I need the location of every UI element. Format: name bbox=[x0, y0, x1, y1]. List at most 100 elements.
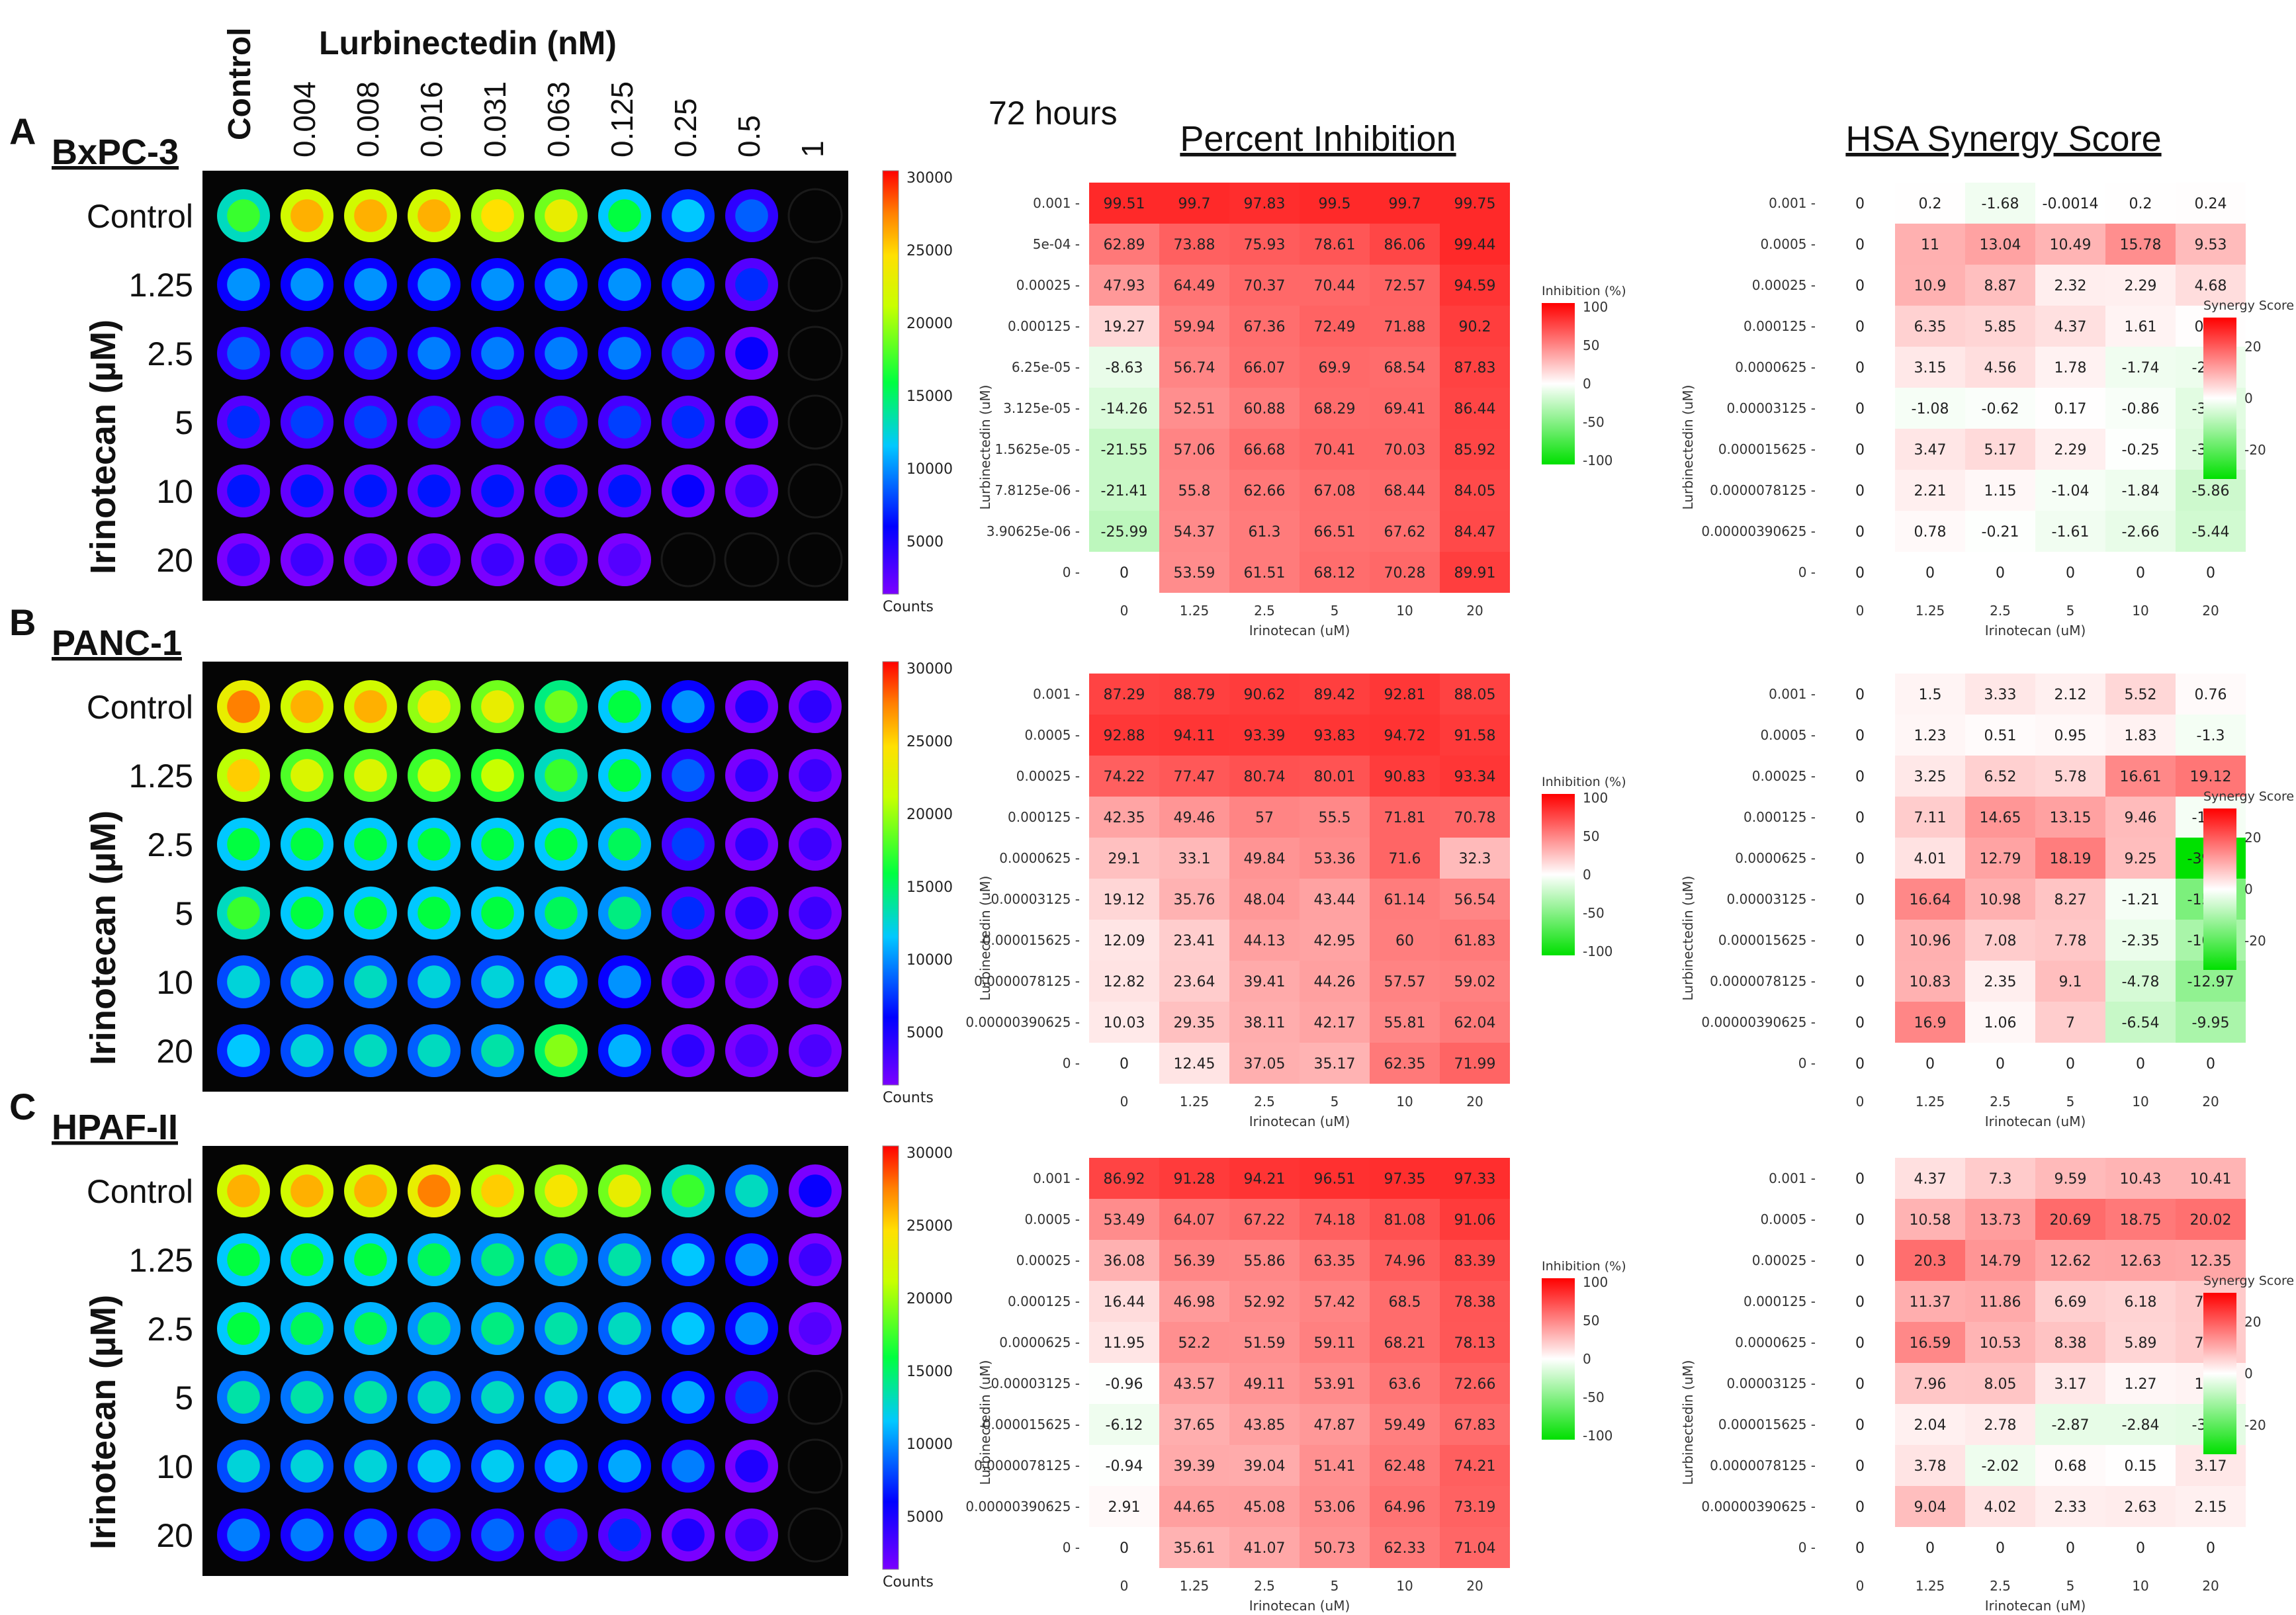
heatmap-value: 62.89 bbox=[1104, 237, 1145, 253]
heatmap-value: 0 bbox=[1855, 1458, 1865, 1475]
plate-well-empty bbox=[787, 394, 843, 450]
plate-conc-label: 1 bbox=[795, 140, 830, 157]
heatmap-value: 1.06 bbox=[1984, 1015, 2017, 1031]
heatmap-value: -0.86 bbox=[2122, 401, 2160, 417]
heatmap-value: 93.39 bbox=[1244, 728, 1286, 744]
heatmap-cell bbox=[1300, 1486, 1370, 1527]
plate-row-label: 5 bbox=[175, 1379, 193, 1417]
heatmap-value: 32.3 bbox=[1459, 851, 1491, 867]
plate-well-center bbox=[481, 1312, 514, 1345]
heatmap-cell bbox=[1370, 1158, 1440, 1199]
heatmap-y-tick: 0.001 - bbox=[1033, 1170, 1080, 1186]
heatmap-cell bbox=[1229, 429, 1300, 470]
plate-y-title: Irinotecan (µM) bbox=[83, 320, 123, 574]
heatmap-value: 10.83 bbox=[1910, 974, 1951, 990]
heatmap-cell bbox=[1965, 388, 2035, 429]
heatmap-cell bbox=[2035, 306, 2105, 347]
heatmap-cell bbox=[1895, 306, 1965, 347]
plate-well-empty bbox=[787, 1438, 843, 1494]
heatmap-cell bbox=[1965, 1445, 2035, 1486]
plate-well-center bbox=[672, 690, 705, 723]
heatmap-value: 42.17 bbox=[1314, 1015, 1356, 1031]
heatmap-value: 81.08 bbox=[1384, 1212, 1426, 1229]
heatmap-value: 2.35 bbox=[1984, 974, 2017, 990]
heatmap-value: 0 bbox=[1855, 1376, 1865, 1393]
heatmap-value: -12.97 bbox=[2187, 974, 2234, 990]
heatmap-y-tick: 0.00003125 - bbox=[1727, 400, 1816, 416]
plate-conc-label: 0.004 bbox=[287, 81, 322, 157]
heatmap-cell bbox=[1825, 674, 1895, 715]
heatmap-cell bbox=[1370, 879, 1440, 920]
heatmap-value: 62.35 bbox=[1384, 1056, 1426, 1072]
heatmap-value: 29.1 bbox=[1108, 851, 1141, 867]
heatmap-cell bbox=[2105, 715, 2176, 756]
heatmap-cell bbox=[1229, 1158, 1300, 1199]
heatmap-x-tick: 0 bbox=[1856, 1578, 1865, 1594]
heatmap-cell bbox=[2035, 756, 2105, 797]
heatmap-value: 0 bbox=[2206, 565, 2215, 582]
heatmap-cell bbox=[2035, 552, 2105, 593]
heatmap-value: 68.21 bbox=[1384, 1335, 1426, 1352]
heatmap-cell bbox=[1895, 1445, 1965, 1486]
heatmap-value: 19.12 bbox=[1104, 892, 1145, 908]
heatmap-cell bbox=[1370, 1404, 1440, 1445]
heatmap-cell bbox=[1229, 183, 1300, 224]
heatmap-value: 88.79 bbox=[1174, 687, 1215, 703]
heatmap-cell bbox=[1825, 920, 1895, 961]
heatmap-cell bbox=[1089, 1527, 1159, 1568]
heatmap-cell bbox=[1825, 1527, 1895, 1568]
heatmap-cell bbox=[1965, 1002, 2035, 1043]
heatmap-cell bbox=[2035, 879, 2105, 920]
heatmap-value: 78.38 bbox=[1454, 1294, 1496, 1311]
heatmap-value: 2.12 bbox=[2054, 687, 2087, 703]
heatmap-value: 10.96 bbox=[1910, 933, 1951, 949]
plate-well-center bbox=[227, 690, 260, 723]
heatmap-value: 2.78 bbox=[1984, 1417, 2017, 1434]
plate-well-center bbox=[608, 474, 641, 507]
heatmap-cell bbox=[1965, 756, 2035, 797]
heatmap-x-tick: 5 bbox=[1331, 603, 1339, 619]
heatmap-value: 4.56 bbox=[1984, 360, 2017, 376]
heatmap-cell bbox=[1370, 511, 1440, 552]
plate-row-label: 1.25 bbox=[129, 267, 193, 304]
heatmap-x-tick: 0 bbox=[1120, 1578, 1129, 1594]
heatmap-value: 50.73 bbox=[1314, 1540, 1356, 1557]
heatmap-value: 89.42 bbox=[1314, 687, 1356, 703]
heatmap-value: 8.38 bbox=[2054, 1335, 2087, 1352]
heatmap-cell bbox=[1300, 838, 1370, 879]
heatmap-cell bbox=[2176, 674, 2246, 715]
heatmap-cell bbox=[2176, 756, 2246, 797]
heatmap-y-tick: 0.00025 - bbox=[1752, 277, 1816, 293]
plate-well-center bbox=[354, 1174, 387, 1207]
heatmap-cell bbox=[1440, 961, 1510, 1002]
heatmap-cell bbox=[1300, 552, 1370, 593]
heatmap-cell bbox=[1300, 1363, 1370, 1404]
heatmap-value: 7.96 bbox=[1914, 1376, 1947, 1393]
heatmap-cell bbox=[2035, 1158, 2105, 1199]
heatmap-value: 0 bbox=[2136, 565, 2145, 582]
heatmap-value: 20.02 bbox=[2190, 1212, 2232, 1229]
heatmap-cell bbox=[1159, 1043, 1229, 1084]
heatmap-cell bbox=[1370, 224, 1440, 265]
plate-conc-label: 0.016 bbox=[414, 81, 449, 157]
heatmap-value: -6.54 bbox=[2122, 1015, 2160, 1031]
plate-row-label: 10 bbox=[156, 964, 193, 1001]
plate-row-label: 5 bbox=[175, 895, 193, 932]
heatmap-cell bbox=[1440, 1363, 1510, 1404]
plate-well-center bbox=[608, 337, 641, 370]
plate-well-center bbox=[545, 1243, 578, 1276]
plate-well-center bbox=[672, 474, 705, 507]
heatmap-value: 9.46 bbox=[2125, 810, 2157, 826]
heatmap-y-tick: 0.000125 - bbox=[1008, 318, 1080, 334]
heatmap-cell bbox=[1895, 1527, 1965, 1568]
plate-well-center bbox=[227, 896, 260, 930]
plate-well-center bbox=[545, 1450, 578, 1483]
plate-well-center bbox=[290, 337, 324, 370]
heatmap-value: 83.39 bbox=[1454, 1253, 1496, 1270]
plate-well-center bbox=[227, 543, 260, 576]
heatmap-value: -0.96 bbox=[1106, 1376, 1143, 1393]
heatmap-value: 41.07 bbox=[1244, 1540, 1286, 1557]
heatmap-cell bbox=[1370, 429, 1440, 470]
heatmap-value: 0 bbox=[1855, 1417, 1865, 1434]
